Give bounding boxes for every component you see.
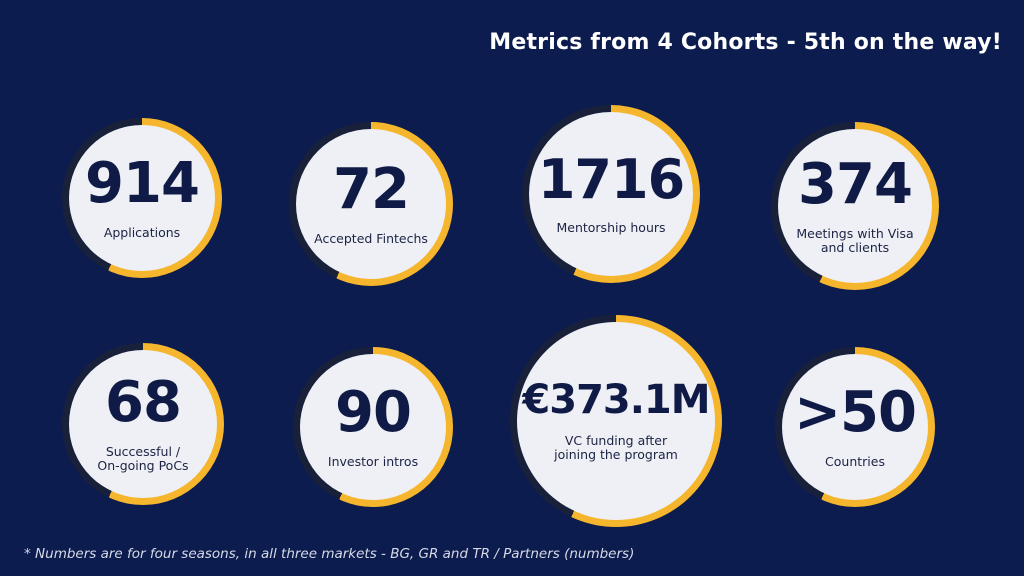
metric-disc: 68 Successful / On-going PoCs [69, 350, 217, 498]
metric-disc: >50 Countries [782, 354, 928, 500]
metric-investor-intros: 90 Investor intros [293, 347, 453, 507]
metric-label: Investor intros [327, 453, 419, 469]
metric-label: Successful / On-going PoCs [97, 443, 189, 473]
metric-value: €373.1M [522, 376, 710, 423]
metric-disc: 914 Applications [69, 125, 215, 271]
metric-value: 68 [105, 369, 182, 435]
metric-vc-funding: €373.1M VC funding after joining the pro… [510, 315, 722, 527]
metric-label: Countries [825, 453, 885, 469]
page-title: Metrics from 4 Cohorts - 5th on the way! [489, 30, 1002, 55]
metric-disc: 90 Investor intros [300, 354, 446, 500]
metric-disc: 72 Accepted Fintechs [296, 129, 446, 279]
metric-disc: €373.1M VC funding after joining the pro… [517, 322, 715, 520]
metric-label: Meetings with Visa and clients [796, 225, 914, 255]
metric-value: 90 [335, 379, 412, 445]
footnote: * Numbers are for four seasons, in all t… [24, 546, 635, 562]
metric-disc: 374 Meetings with Visa and clients [778, 129, 932, 283]
metric-disc: 1716 Mentorship hours [529, 112, 693, 276]
metric-countries: >50 Countries [775, 347, 935, 507]
metric-value: >50 [794, 379, 917, 445]
metric-meetings: 374 Meetings with Visa and clients [771, 122, 939, 290]
metric-value: 1716 [537, 147, 685, 211]
metric-value: 72 [333, 156, 410, 222]
metric-label: Mentorship hours [556, 219, 666, 235]
metric-mentorship-hours: 1716 Mentorship hours [522, 105, 700, 283]
metric-value: 374 [798, 151, 913, 217]
metric-pocs: 68 Successful / On-going PoCs [62, 343, 224, 505]
metric-label: Accepted Fintechs [314, 230, 428, 246]
metric-applications: 914 Applications [62, 118, 222, 278]
metric-value: 914 [85, 150, 200, 216]
metric-label: VC funding after joining the program [554, 432, 678, 462]
metric-label: Applications [103, 224, 181, 240]
metric-accepted-fintechs: 72 Accepted Fintechs [289, 122, 453, 286]
